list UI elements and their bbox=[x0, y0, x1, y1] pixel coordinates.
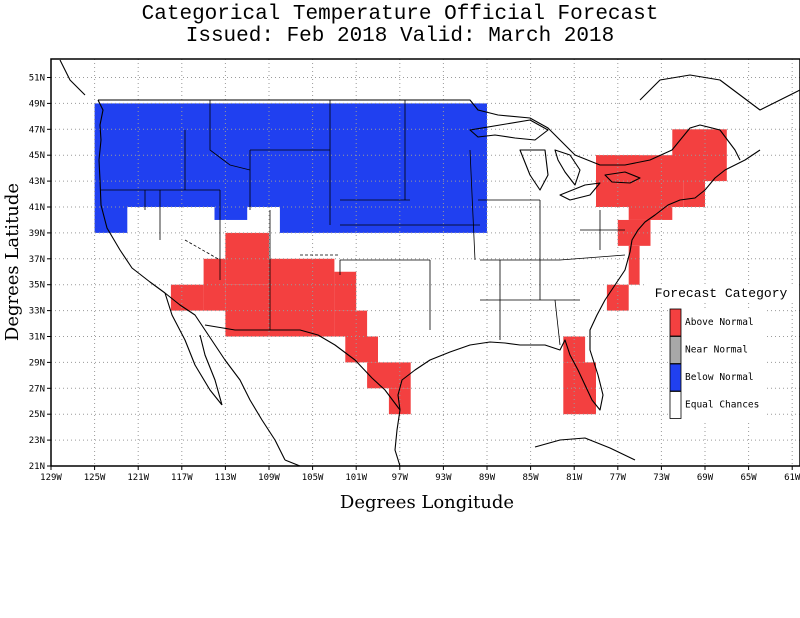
lat-tick-label: 23N bbox=[29, 436, 45, 446]
lon-tick-label: 97W bbox=[392, 473, 409, 483]
lat-tick-label: 33N bbox=[29, 307, 45, 317]
map-title: Categorical Temperature Official Forecas… bbox=[0, 4, 800, 48]
lon-tick-label: 113W bbox=[215, 473, 237, 483]
above-normal-cell bbox=[269, 258, 335, 337]
legend-swatch bbox=[669, 336, 682, 364]
lon-tick-label: 77W bbox=[610, 473, 627, 483]
lon-tick-label: 125W bbox=[84, 473, 106, 483]
above-normal-cell bbox=[563, 336, 586, 363]
legend-label: Below Normal bbox=[685, 372, 754, 383]
above-normal-cell bbox=[203, 258, 226, 311]
canada-north-coast bbox=[59, 59, 800, 111]
plot-frame bbox=[50, 58, 800, 467]
lat-tick-label: 37N bbox=[29, 255, 45, 265]
legend-swatch bbox=[669, 391, 682, 419]
lon-tick-label: 105W bbox=[302, 473, 324, 483]
above-normal-cell bbox=[628, 245, 640, 285]
longitude-ticks: 129W 125W 121W 117W 113W 109W 105W 101W 97W 93W 89… bbox=[40, 466, 800, 483]
lon-tick-label: 93W bbox=[435, 473, 452, 483]
great-lakes bbox=[469, 119, 641, 201]
lat-tick-label: 25N bbox=[29, 410, 45, 420]
lon-tick-label: 89W bbox=[479, 473, 496, 483]
title-line-2: Issued: Feb 2018 Valid: March 2018 bbox=[185, 25, 615, 48]
lat-tick-label: 31N bbox=[29, 333, 45, 343]
mexico-coast bbox=[284, 409, 401, 466]
lon-tick-label: 117W bbox=[171, 473, 193, 483]
above-normal-cell bbox=[334, 271, 357, 311]
lat-tick-label: 49N bbox=[29, 99, 45, 109]
lat-tick-label: 45N bbox=[29, 151, 45, 161]
lon-tick-label: 121W bbox=[127, 473, 149, 483]
baja-peninsula bbox=[164, 292, 223, 406]
above-normal-cell bbox=[617, 219, 651, 246]
lon-tick-label: 129W bbox=[40, 473, 62, 483]
mexico-border bbox=[204, 324, 401, 411]
coastlines bbox=[59, 59, 800, 466]
x-axis-title: Degrees Longitude bbox=[340, 492, 514, 513]
lon-tick-label: 65W bbox=[740, 473, 757, 483]
lon-tick-label: 109W bbox=[258, 473, 280, 483]
state-borders bbox=[100, 100, 626, 346]
legend: Forecast Category Above Normal Near Norma… bbox=[645, 284, 797, 420]
lat-tick-label: 47N bbox=[29, 125, 45, 135]
legend-title: Forecast Category bbox=[655, 286, 788, 301]
lon-tick-label: 73W bbox=[653, 473, 670, 483]
above-normal-cell bbox=[334, 310, 368, 337]
lon-tick-label: 85W bbox=[522, 473, 539, 483]
above-normal-cell bbox=[388, 388, 411, 415]
legend-label: Above Normal bbox=[685, 317, 754, 328]
below-normal-cell bbox=[214, 181, 248, 220]
lat-tick-label: 51N bbox=[29, 74, 45, 84]
lat-tick-label: 39N bbox=[29, 229, 45, 239]
legend-title-bg bbox=[645, 284, 797, 302]
lon-tick-label: 101W bbox=[345, 473, 367, 483]
above-normal-cell bbox=[170, 284, 204, 311]
legend-swatch bbox=[669, 308, 682, 337]
legend-label: Equal Chances bbox=[685, 400, 759, 411]
above-normal-cell bbox=[606, 284, 629, 311]
title-line-1: Categorical Temperature Official Forecas… bbox=[141, 3, 659, 26]
lat-tick-label: 21N bbox=[29, 462, 45, 472]
below-normal-cell bbox=[279, 207, 487, 233]
lat-tick-label: 43N bbox=[29, 177, 45, 187]
lon-tick-label: 61W bbox=[784, 473, 800, 483]
below-normal-cell bbox=[94, 207, 128, 233]
lat-tick-label: 41N bbox=[29, 203, 45, 213]
lat-tick-label: 27N bbox=[29, 384, 45, 394]
cuba bbox=[534, 437, 636, 461]
canada-border bbox=[98, 99, 741, 166]
lon-tick-label: 69W bbox=[697, 473, 714, 483]
lat-tick-label: 35N bbox=[29, 281, 45, 291]
below-normal-cell bbox=[94, 103, 487, 207]
above-normal-cell bbox=[345, 336, 378, 363]
latitude-ticks: 21N 23N 25N 27N 29N 31N 33N 35N 37N 39N 41N 43N 45N 4… bbox=[29, 74, 51, 472]
lon-tick-label: 81W bbox=[566, 473, 583, 483]
lat-tick-label: 29N bbox=[29, 358, 45, 368]
above-normal-cell bbox=[367, 362, 411, 389]
pacific-coast bbox=[97, 99, 286, 461]
legend-label: Near Normal bbox=[685, 345, 748, 356]
legend-body-bg bbox=[668, 308, 766, 420]
y-axis-title: Degrees Latitude bbox=[2, 183, 23, 341]
legend-swatch bbox=[669, 363, 682, 392]
gulf-coast bbox=[397, 149, 761, 411]
